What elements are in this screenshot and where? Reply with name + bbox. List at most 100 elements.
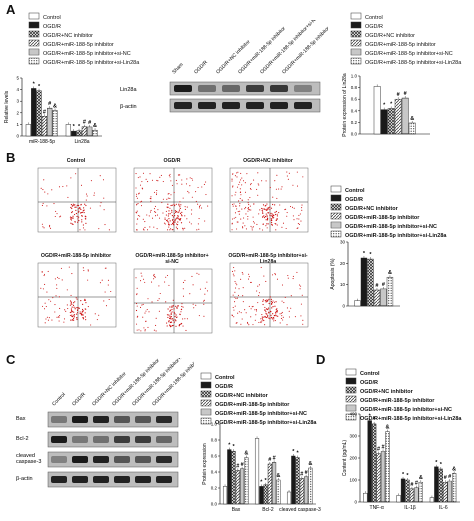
blot-band: [156, 476, 172, 483]
legend-swatch: [350, 30, 362, 38]
y-tick-label: 0.0: [351, 132, 358, 137]
y-tick-label: 1.0: [211, 422, 218, 427]
legend-label: OGD/R: [215, 384, 233, 390]
blot-row-label: Bcl-2: [16, 436, 29, 442]
significance-mark: &: [419, 475, 423, 481]
legend-label: Control: [360, 371, 380, 377]
bar: [76, 130, 82, 137]
blot-band: [135, 416, 151, 423]
flow-plot-title: si-NC: [165, 259, 179, 265]
blot-band: [156, 456, 172, 463]
bar: [254, 438, 260, 505]
significance-mark: &: [53, 103, 57, 109]
flow-plot-title: Control: [66, 158, 86, 164]
legend-swatch: [350, 57, 362, 65]
significance-mark: *: [383, 103, 386, 109]
bar: [380, 109, 388, 135]
significance-mark: *: [232, 444, 235, 450]
significance-mark: *: [369, 414, 372, 420]
significance-mark: &: [410, 116, 414, 122]
legend-swatch: [200, 390, 212, 398]
legend-swatch: [28, 30, 40, 38]
significance-mark: &: [452, 466, 456, 472]
flow-plot-title: OGD/R+miR-188-5p inhibitor+si-Lin28a: [228, 253, 308, 265]
legend-label: OGD/R+miR-188-5p inhibitor+si-NC: [43, 51, 131, 57]
legend-label: Control: [345, 188, 365, 194]
flow-plot: [37, 167, 117, 233]
bar: [87, 126, 93, 137]
legend-label: OGD/R: [365, 24, 383, 30]
bar: [373, 86, 381, 135]
y-axis-label: Apoptosis (%): [330, 258, 336, 289]
legend-swatch: [28, 57, 40, 65]
bar: [52, 110, 58, 137]
blot-band: [114, 456, 130, 463]
legend-swatch: [28, 39, 40, 47]
blot-c-image: Control OGD/R OGD/R+NC inhibitorOGD/R+miR-…: [16, 341, 217, 488]
significance-mark: *: [33, 81, 36, 87]
bar: [408, 122, 416, 135]
y-tick-label: 0.4: [211, 470, 218, 475]
significance-mark: #: [305, 470, 308, 476]
legend-swatch: [28, 48, 40, 56]
legend-label: OGD/R+NC inhibitor: [43, 33, 93, 39]
bar: [363, 492, 368, 503]
blot-band: [93, 436, 109, 443]
legend-swatch: [330, 185, 342, 193]
blot-row-label: β-actin: [120, 104, 137, 110]
x-tick-label: Bax: [232, 507, 241, 513]
blot-band: [72, 476, 88, 483]
legend-swatch: [200, 372, 212, 380]
bar: [360, 257, 368, 307]
legend-label: OGD/R+miR-188-5p inhibitor+si-NC: [345, 224, 437, 230]
bar: [405, 479, 410, 503]
blot-band: [114, 416, 130, 423]
legend-label: OGD/R+miR-188-5p inhibitor: [360, 398, 435, 404]
blot-band: [222, 85, 240, 92]
blot-row-label: cleaved: [16, 453, 35, 459]
blot-band: [198, 85, 216, 92]
significance-mark: *: [440, 462, 443, 468]
bar: [244, 457, 249, 505]
legend-svg: Control OGD/R OGD/R+NC inhibitor OGD/R+miR-…: [200, 372, 317, 426]
significance-mark: #: [300, 471, 303, 477]
blot-band: [198, 102, 216, 109]
bar: [380, 451, 386, 503]
legend-swatch: [28, 21, 40, 29]
legend-svg: Control OGD/R OGD/R+NC inhibitor OGD/R+miR-…: [28, 12, 140, 66]
legend-swatch: [345, 368, 357, 376]
bar: [308, 467, 313, 505]
y-tick-label: 4: [16, 87, 19, 92]
significance-mark: *: [406, 473, 409, 479]
significance-mark: *: [369, 252, 372, 258]
legend-label: OGD/R+miR-188-5p inhibitor: [345, 215, 420, 221]
legend-swatch: [345, 404, 357, 412]
significance-mark: #: [88, 120, 91, 126]
significance-mark: *: [228, 443, 231, 449]
significance-mark: &: [276, 473, 280, 479]
bar: [429, 497, 435, 503]
significance-mark: &: [93, 123, 97, 129]
y-tick-label: 0: [16, 134, 19, 139]
lane-label: OGD/R: [193, 59, 209, 75]
blot-band: [114, 436, 130, 443]
legend-swatch: [345, 386, 357, 394]
bar: [401, 97, 409, 135]
blot-band: [51, 476, 67, 483]
flow-plot-title: OGD/R+miR-188-5p inhibitor+: [135, 253, 209, 259]
y-axis-label: Relative levels: [4, 90, 10, 123]
legend-svg: Control OGD/R OGD/R+NC inhibitor OGD/R+miR-…: [330, 185, 447, 239]
bar: [299, 478, 304, 505]
legend-swatch: [330, 212, 342, 220]
bar: [71, 130, 77, 137]
legend-label: OGD/R+NC inhibitor: [215, 393, 269, 399]
bar: [291, 455, 296, 505]
blot-strip: [47, 451, 179, 468]
significance-mark: *: [390, 101, 393, 107]
bar: [227, 449, 232, 505]
flow-grid: Control OGD/R OGD/R+NC inhibitor OGD/R+miR-…: [30, 158, 320, 348]
bar: [386, 276, 394, 307]
blot-band: [135, 476, 151, 483]
